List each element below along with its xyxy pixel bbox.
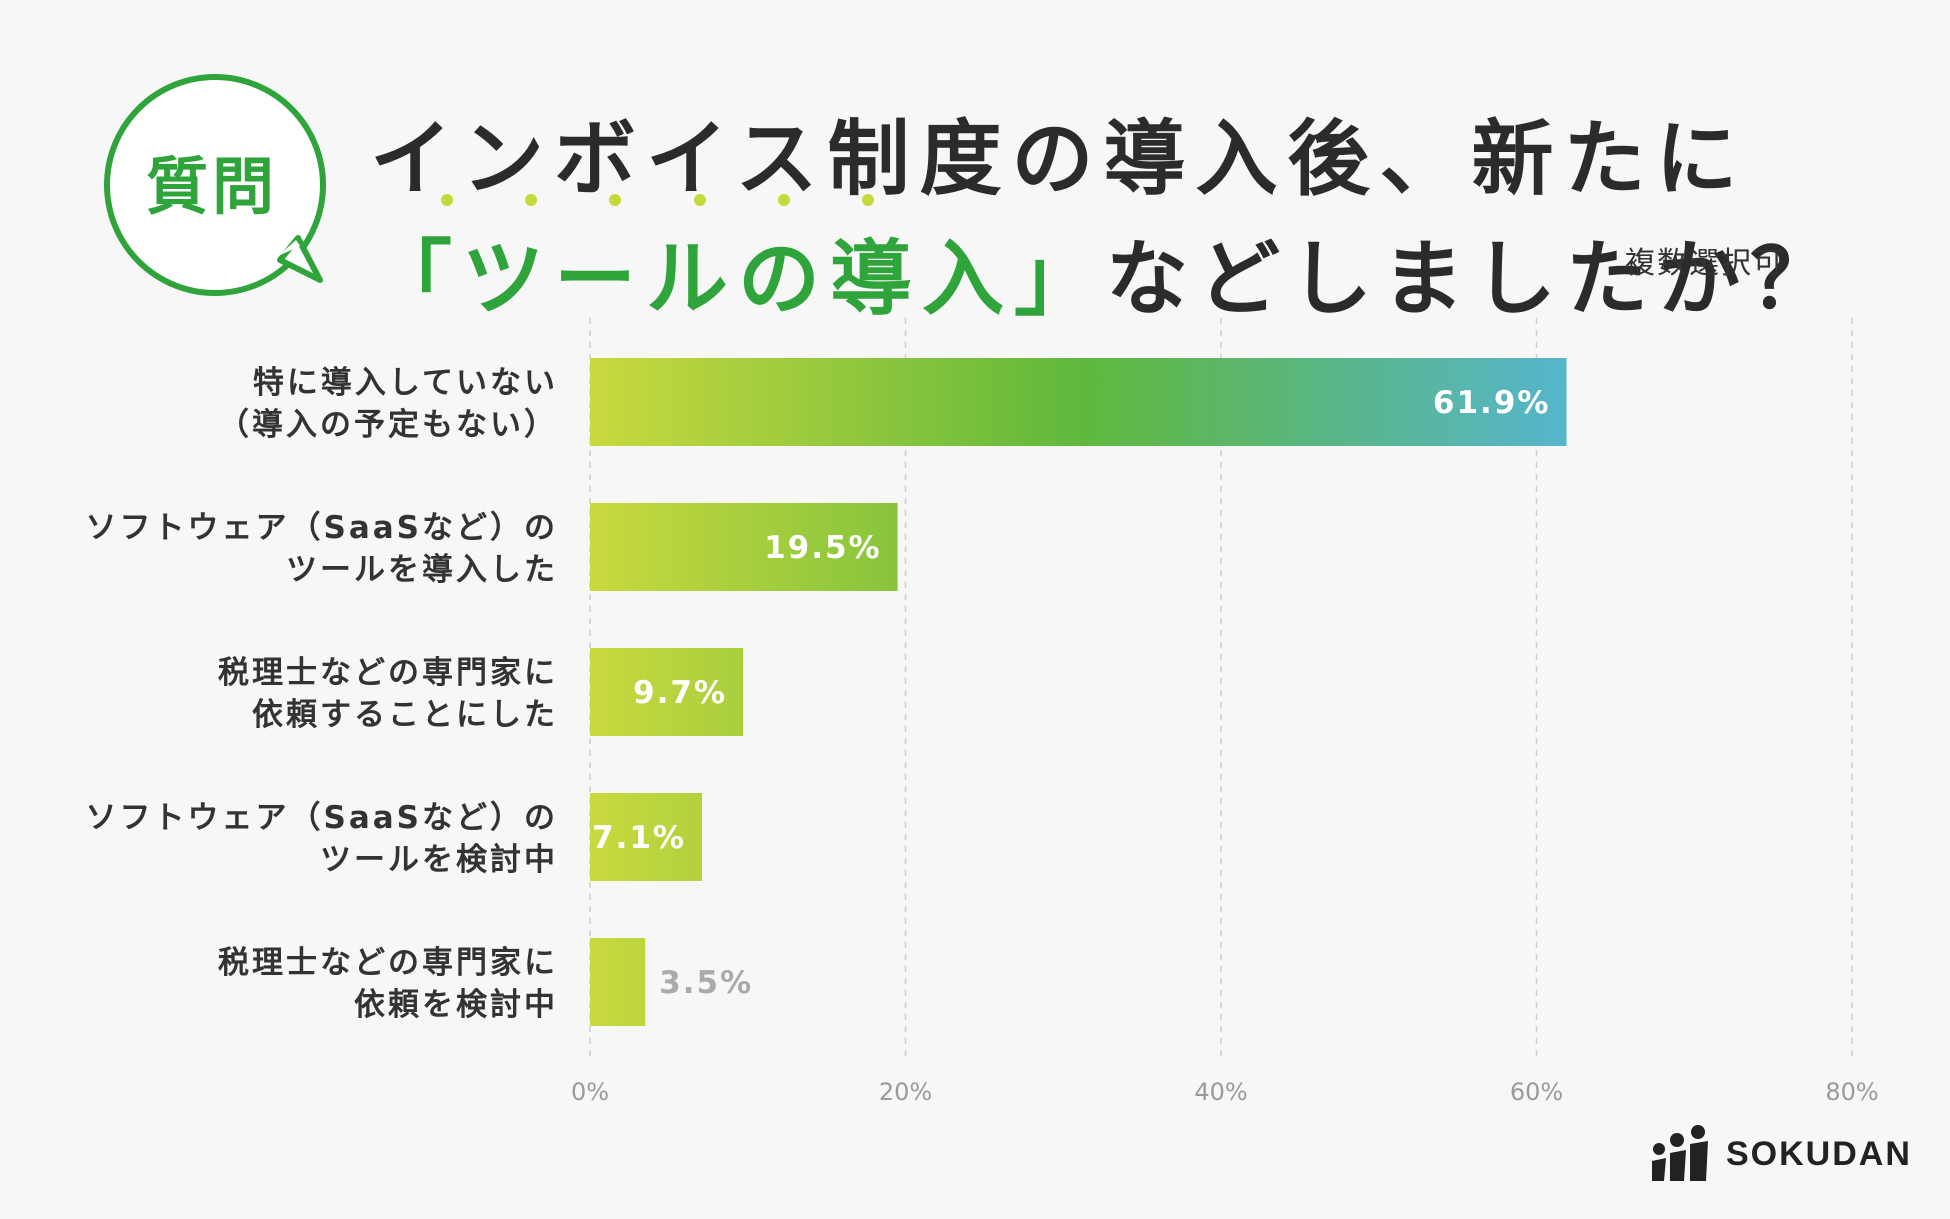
bar	[590, 358, 1567, 446]
question-badge: 質問	[100, 70, 340, 314]
category-label: 税理士などの専門家に	[218, 655, 558, 691]
category-label: 依頼することにした	[252, 697, 558, 733]
x-tick-label: 60%	[1510, 1078, 1563, 1106]
bar	[590, 938, 646, 1026]
multiple-choice-note: 複数選択可	[1625, 246, 1785, 281]
bar-value-label: 19.5%	[764, 530, 882, 566]
sokudan-logo: SOKUDAN	[1650, 1125, 1912, 1183]
title-line-1: インボイス制度の導入後、新たに	[370, 112, 1748, 207]
title-line-2: 「ツールの導入」などしましたか？	[370, 212, 1842, 331]
bar	[590, 503, 898, 591]
bar-value-label: 61.9%	[1433, 385, 1551, 421]
category-label: 税理士などの専門家に	[218, 945, 558, 981]
title-bracket-open: 「	[370, 232, 463, 327]
emphasis-dots	[441, 194, 874, 206]
x-tick-label: 80%	[1825, 1078, 1878, 1106]
bar	[590, 793, 703, 881]
speech-bubble-icon: 質問	[104, 74, 326, 296]
category-label: （導入の予定もない）	[218, 407, 558, 443]
category-label: ツールを検討中	[320, 842, 558, 878]
category-label: ツールを導入した	[286, 552, 558, 588]
title-bracket-close: 」	[1014, 232, 1107, 327]
category-label: 特に導入していない	[253, 365, 558, 401]
category-label: ソフトウェア（SaaSなど）の	[86, 800, 559, 836]
x-tick-label: 0%	[571, 1078, 609, 1106]
x-tick-label: 40%	[1194, 1078, 1247, 1106]
sokudan-logo-icon	[1652, 1125, 1708, 1181]
brand-name: SOKUDAN	[1726, 1134, 1912, 1173]
title-rest: などしましたか？	[1106, 232, 1843, 327]
title-highlight: ツールの導入	[462, 232, 1015, 327]
category-label: ソフトウェア（SaaSなど）の	[86, 510, 559, 546]
bar	[590, 648, 744, 736]
x-tick-label: 20%	[879, 1078, 932, 1106]
bar-value-label: 9.7%	[633, 675, 727, 711]
bar-value-label: 7.1%	[592, 820, 686, 856]
badge-label: 質問	[146, 150, 278, 223]
category-label: 依頼を検討中	[354, 987, 558, 1023]
bar-value-label: 3.5%	[659, 965, 753, 1001]
